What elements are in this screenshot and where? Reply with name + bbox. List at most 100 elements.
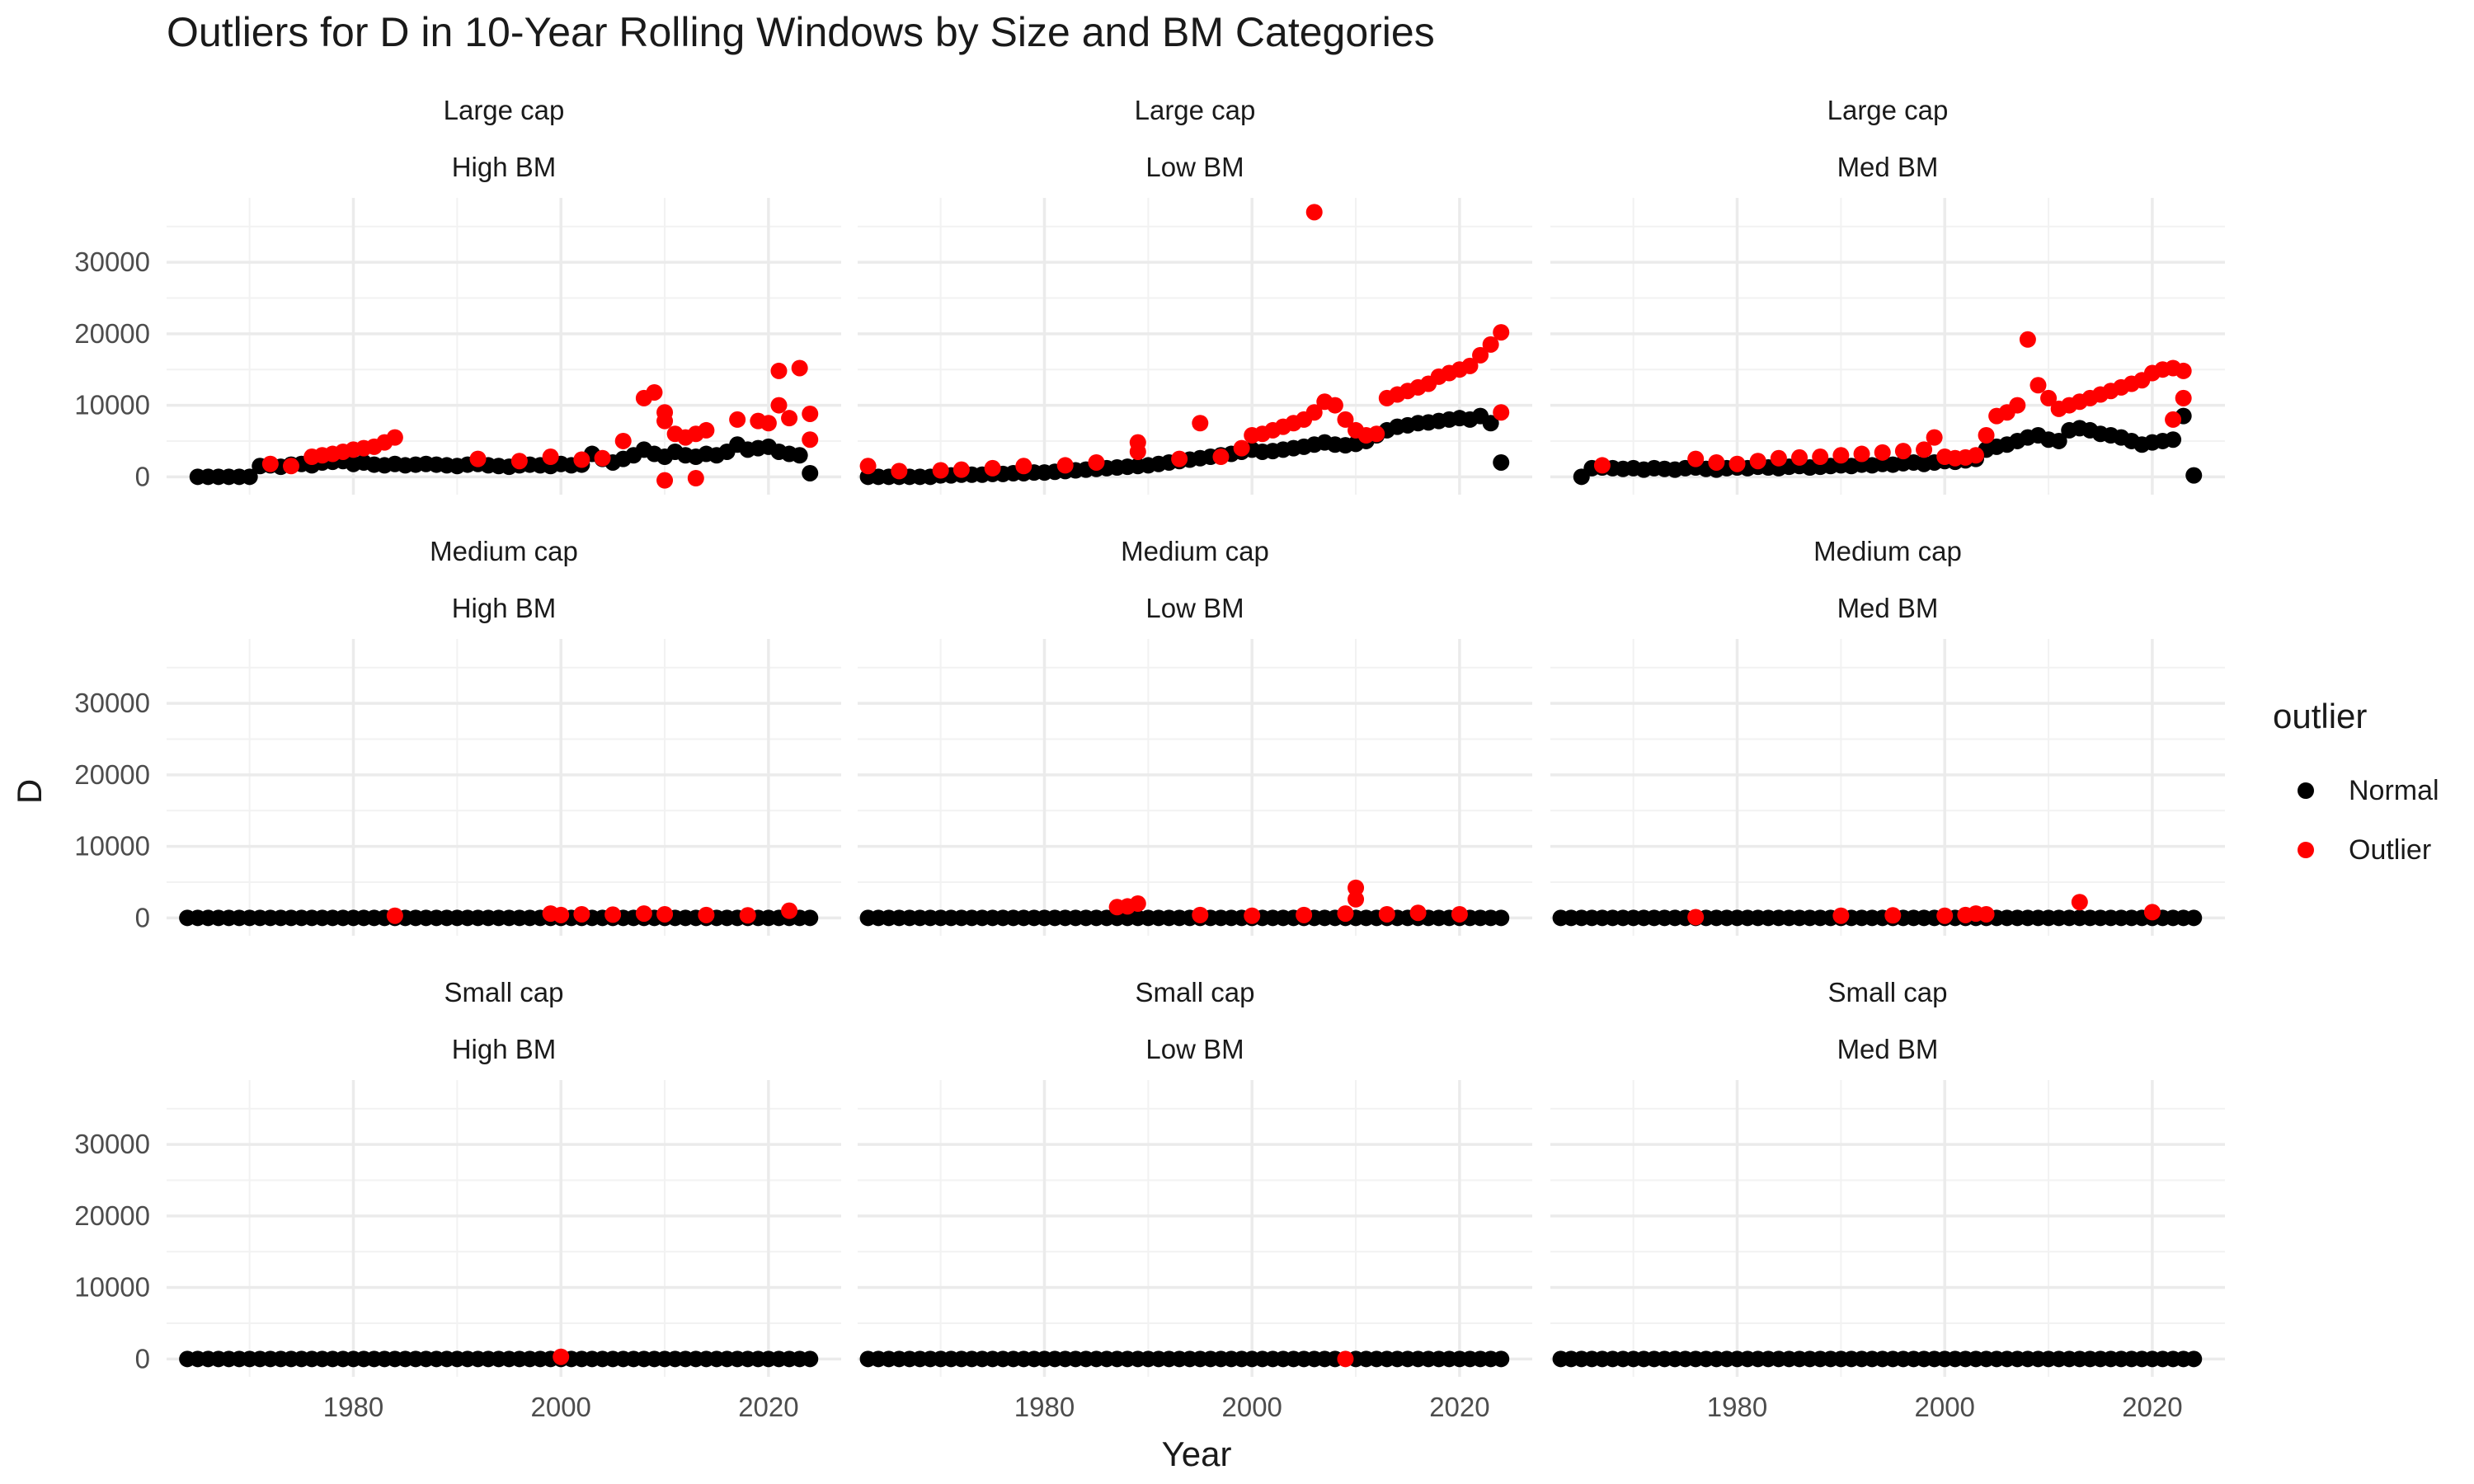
x-axis-title: Year [1162,1435,1232,1473]
facet-1-3-point-outlier [1770,449,1787,467]
facet-2-2-point-outlier [1378,905,1395,923]
x-tick-label: 2020 [1429,1392,1489,1422]
facet-1-3-point-outlier [1812,448,1829,466]
facet-2-2-point-outlier [1192,906,1209,923]
facet-2-2-bm-label: Low BM [1145,593,1244,623]
facet-1-1-point-outlier [283,458,300,475]
facet-1-3-point-outlier [1749,453,1766,470]
facet-1-2-point-outlier [1337,411,1354,428]
facet-1-3-point-outlier [2009,397,2026,414]
facet-2-1-point-outlier [656,905,674,923]
facet-1-2-point-outlier [1472,346,1489,364]
facet-1-2-point-outlier [952,461,970,478]
facet-1-1-bm-label: High BM [452,152,557,182]
legend-label-outlier: Outlier [2349,834,2432,866]
facet-2-2-point-outlier [1409,904,1427,922]
facet-2-1-size-label: Medium cap [430,536,578,566]
facet-1-2-point-outlier [1192,415,1209,432]
facet-2-1-point-outlier [635,905,652,923]
facet-1-2-point-outlier [1056,457,1074,474]
legend-key-normal [2298,782,2314,799]
facet-1-1-size-label: Large cap [444,95,565,125]
facet-1-2-point-outlier [1088,453,1105,471]
facet-2-1-point-outlier [604,906,622,923]
facet-2-2-point-outlier [1129,895,1146,912]
facet-1-1-point-outlier [510,453,528,470]
facet-1-3-point-outlier [1687,450,1705,467]
facet-1-3-point-normal [2050,432,2067,449]
facet-2-2-size-label: Medium cap [1121,536,1269,566]
facet-2-2-point-outlier [1244,907,1261,924]
facet-1-3-point-outlier [2175,362,2192,379]
y-tick-label: 10000 [74,831,150,862]
facet-2-1-point-outlier [573,905,590,923]
facet-1-1-point-normal [802,464,819,481]
facet-1-3-point-outlier [1916,441,1933,458]
y-tick-label: 20000 [74,318,150,349]
facet-1-3-point-outlier [1832,447,1850,464]
facet-2-2-point-outlier [1348,890,1365,908]
facet-2-3-point-outlier [2071,894,2088,911]
facet-1-3-point-normal [2165,431,2182,448]
facet-2-3-point-outlier [1832,907,1850,924]
facet-3-2-point-outlier [1337,1350,1354,1368]
facet-1-1-point-outlier [614,432,632,449]
facet-2-3-size-label: Medium cap [1813,536,1962,566]
facet-3-1-point-outlier [553,1348,570,1365]
facet-1-3-point-outlier [1853,445,1870,463]
facet-1-3-point-outlier [1593,457,1611,474]
facet-1-2-point-outlier [1326,397,1343,414]
x-tick-label: 1980 [323,1392,383,1422]
facet-1-1-point-outlier [802,431,819,448]
facet-1-2-point-outlier [1305,404,1323,421]
legend-item-outlier: Outlier [2273,820,2439,880]
facet-1-1-point-normal [791,447,808,464]
facet-2-3-point-normal [2185,909,2203,927]
x-tick-label: 2000 [531,1392,591,1422]
legend: outlier Normal Outlier [2273,697,2439,880]
facet-1-2-point-outlier [1368,425,1385,443]
facet-1-3-point-normal [2185,467,2203,484]
x-tick-label: 1980 [1014,1392,1075,1422]
facet-1-2-size-label: Large cap [1135,95,1256,125]
facet-2-1-point-outlier [553,906,570,923]
facet-1-3-point-outlier [1894,443,1912,460]
facet-1-1-point-outlier [261,455,279,472]
facet-2-3-point-outlier [1884,907,1902,924]
facet-1-1-point-outlier [656,412,674,430]
facet-1-1-point-outlier [386,429,403,446]
facet-1-1-point-outlier [573,451,590,468]
facet-1-2-point-outlier [1305,204,1323,221]
facet-3-1-bm-label: High BM [452,1034,557,1064]
facet-1-3-point-outlier [1874,444,1891,461]
legend-key-outlier [2298,842,2314,858]
facet-1-1-point-outlier [770,362,788,379]
facet-1-2-point-normal [1482,415,1499,432]
facet-3-2-point-normal [1493,1350,1510,1368]
legend-title: outlier [2273,697,2368,735]
facet-1-1-point-normal [241,468,258,486]
chart-title: Outliers for D in 10-Year Rolling Window… [167,9,1435,55]
facet-1-2-point-normal [1493,453,1510,471]
y-tick-label: 10000 [74,390,150,420]
facet-1-2-point-outlier [1171,450,1188,467]
y-tick-label: 0 [135,461,150,491]
facet-1-2-point-outlier [1461,357,1479,374]
facet-2-3-point-outlier [2143,904,2161,921]
facet-2-2-point-outlier [1451,905,1468,923]
facet-2-1-point-outlier [781,902,798,919]
facet-1-1-point-outlier [698,421,715,439]
y-tick-label: 10000 [74,1272,150,1303]
facet-1-3-point-outlier [1791,448,1808,466]
facet-1-2-point-outlier [1015,458,1032,475]
facet-2-3-point-outlier [1687,909,1705,926]
facet-1-2-bm-label: Low BM [1145,152,1244,182]
facet-2-1-point-normal [802,909,819,927]
y-tick-label: 20000 [74,759,150,790]
facet-3-2-bm-label: Low BM [1145,1034,1244,1064]
facet-1-2-point-outlier [1493,404,1510,421]
facet-2-2-point-normal [1493,909,1510,927]
x-tick-label: 2020 [2122,1392,2182,1422]
facet-1-1-point-outlier [791,359,808,377]
